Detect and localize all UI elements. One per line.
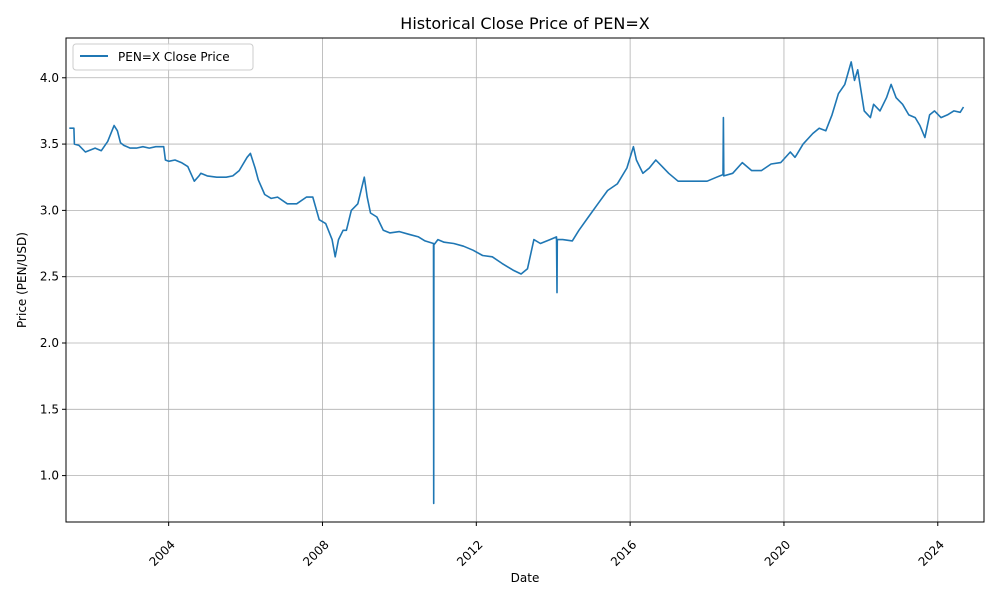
y-tick-label: 4.0 — [40, 71, 59, 85]
y-tick-label: 2.0 — [40, 336, 59, 350]
legend: PEN=X Close Price — [72, 43, 254, 71]
grid-lines — [66, 38, 984, 522]
x-axis-label: Date — [511, 571, 540, 585]
series-layer — [69, 61, 965, 505]
y-tick-label: 1.5 — [40, 402, 59, 416]
legend-label-pen-close: PEN=X Close Price — [118, 50, 230, 64]
y-tick-label: 1.0 — [40, 469, 59, 483]
legend-box — [72, 43, 254, 71]
y-tick-label: 3.0 — [40, 203, 59, 217]
y-tick-label: 2.5 — [40, 270, 59, 284]
chart-title: Historical Close Price of PEN=X — [400, 14, 649, 33]
y-tick-label: 3.5 — [40, 137, 59, 151]
y-axis-ticks: 1.0 1.5 2.0 2.5 3.0 3.5 4.0 — [40, 71, 66, 483]
series-line-0 — [69, 61, 965, 505]
y-axis-label: Price (PEN/USD) — [15, 232, 29, 328]
plot-area-frame — [65, 37, 985, 523]
